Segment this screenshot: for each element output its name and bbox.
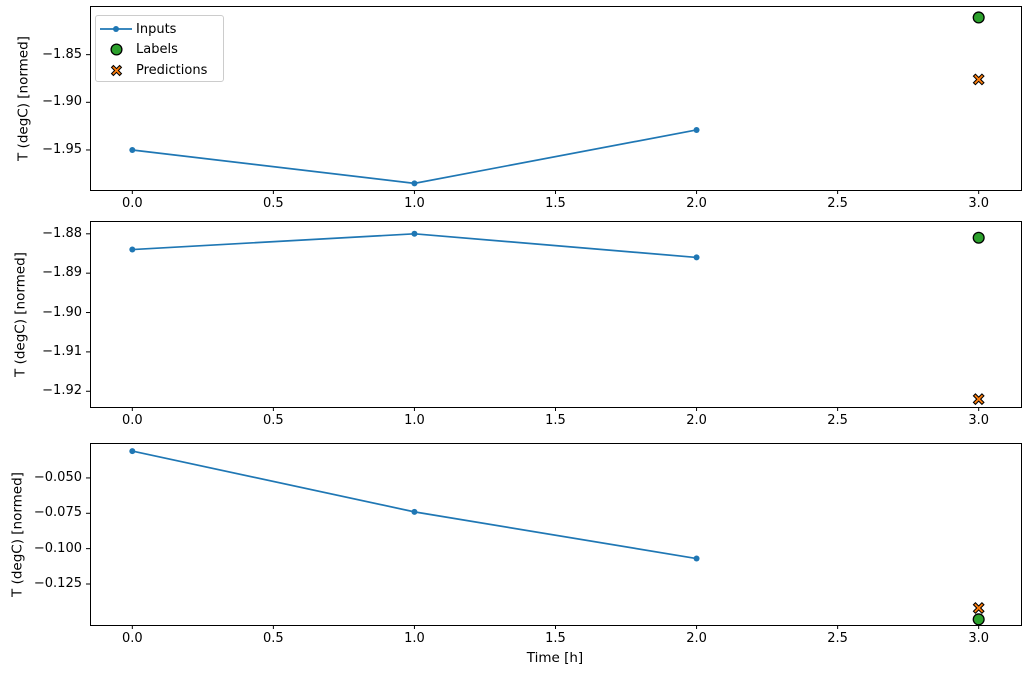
y-axis-label-3: T (degC) [normed] (9, 472, 26, 597)
y-tick-label: −0.100 (33, 540, 82, 556)
x-tick-label: 2.0 (686, 631, 707, 646)
inputs-point (693, 254, 700, 261)
x-tick-label: 0.0 (121, 413, 143, 428)
inputs-point (411, 508, 418, 515)
x-tick-label: 2.5 (827, 196, 848, 211)
x-tick-label: 1.5 (545, 631, 566, 646)
subplot-2-axes (90, 221, 1022, 408)
x-tick-label: 0.5 (263, 413, 284, 428)
legend-item-predictions: Predictions (96, 60, 223, 81)
labels-marker (972, 231, 985, 244)
predictions-marker (972, 602, 985, 615)
y-axis-label-1: T (degC) [normed] (15, 36, 32, 161)
x-tick-label: 3.0 (968, 196, 990, 211)
y-tick-label: −0.075 (33, 505, 82, 521)
labels-circle-icon (96, 42, 136, 57)
legend: Inputs Labels Predictions (95, 15, 224, 82)
predictions-x-icon (96, 63, 136, 78)
legend-label-inputs: Inputs (136, 21, 177, 37)
x-tick-label: 2.5 (827, 631, 848, 646)
y-tick-label: −1.91 (42, 343, 82, 359)
x-tick-label: 1.0 (404, 631, 425, 646)
x-tick-label: 1.0 (404, 413, 425, 428)
x-axis-label: Time [h] (526, 650, 584, 666)
inputs-point (693, 126, 700, 133)
inputs-point (411, 180, 418, 187)
y-tick-label: −1.95 (42, 141, 82, 157)
legend-item-inputs: Inputs (96, 19, 223, 40)
x-tick-label: 0.5 (263, 631, 284, 646)
labels-marker (972, 613, 985, 626)
subplot-1-axes (90, 6, 1022, 191)
x-tick-label: 2.5 (827, 413, 848, 428)
y-tick-label: −1.90 (42, 94, 82, 110)
x-tick-label: 1.0 (404, 196, 425, 211)
legend-item-labels: Labels (96, 40, 223, 61)
y-tick-label: −1.85 (42, 46, 82, 62)
inputs-point (129, 246, 136, 253)
legend-label-labels: Labels (136, 42, 178, 58)
x-tick-label: 3.0 (968, 413, 990, 428)
inputs-point (129, 448, 136, 455)
inputs-line-dot-icon (96, 23, 136, 35)
labels-marker (972, 11, 985, 24)
inputs-point (693, 555, 700, 562)
predictions-marker (972, 393, 985, 406)
x-tick-label: 2.0 (686, 413, 707, 428)
x-tick-label: 0.0 (121, 196, 143, 211)
predictions-marker (972, 73, 985, 86)
x-tick-label: 3.0 (968, 631, 990, 646)
y-tick-label: −0.050 (33, 469, 82, 485)
y-tick-label: −1.92 (42, 383, 82, 399)
x-tick-label: 0.0 (121, 631, 143, 646)
y-axis-label-2: T (degC) [normed] (12, 252, 29, 377)
x-tick-label: 2.0 (686, 196, 707, 211)
y-tick-label: −1.89 (42, 265, 82, 281)
legend-label-predictions: Predictions (136, 62, 208, 78)
x-tick-label: 1.5 (545, 196, 566, 211)
y-tick-label: −0.125 (33, 575, 82, 591)
inputs-point (411, 230, 418, 237)
y-tick-label: −1.90 (42, 304, 82, 320)
inputs-point (129, 146, 136, 153)
y-tick-label: −1.88 (42, 225, 82, 241)
x-tick-label: 1.5 (545, 413, 566, 428)
x-tick-label: 0.5 (263, 196, 284, 211)
